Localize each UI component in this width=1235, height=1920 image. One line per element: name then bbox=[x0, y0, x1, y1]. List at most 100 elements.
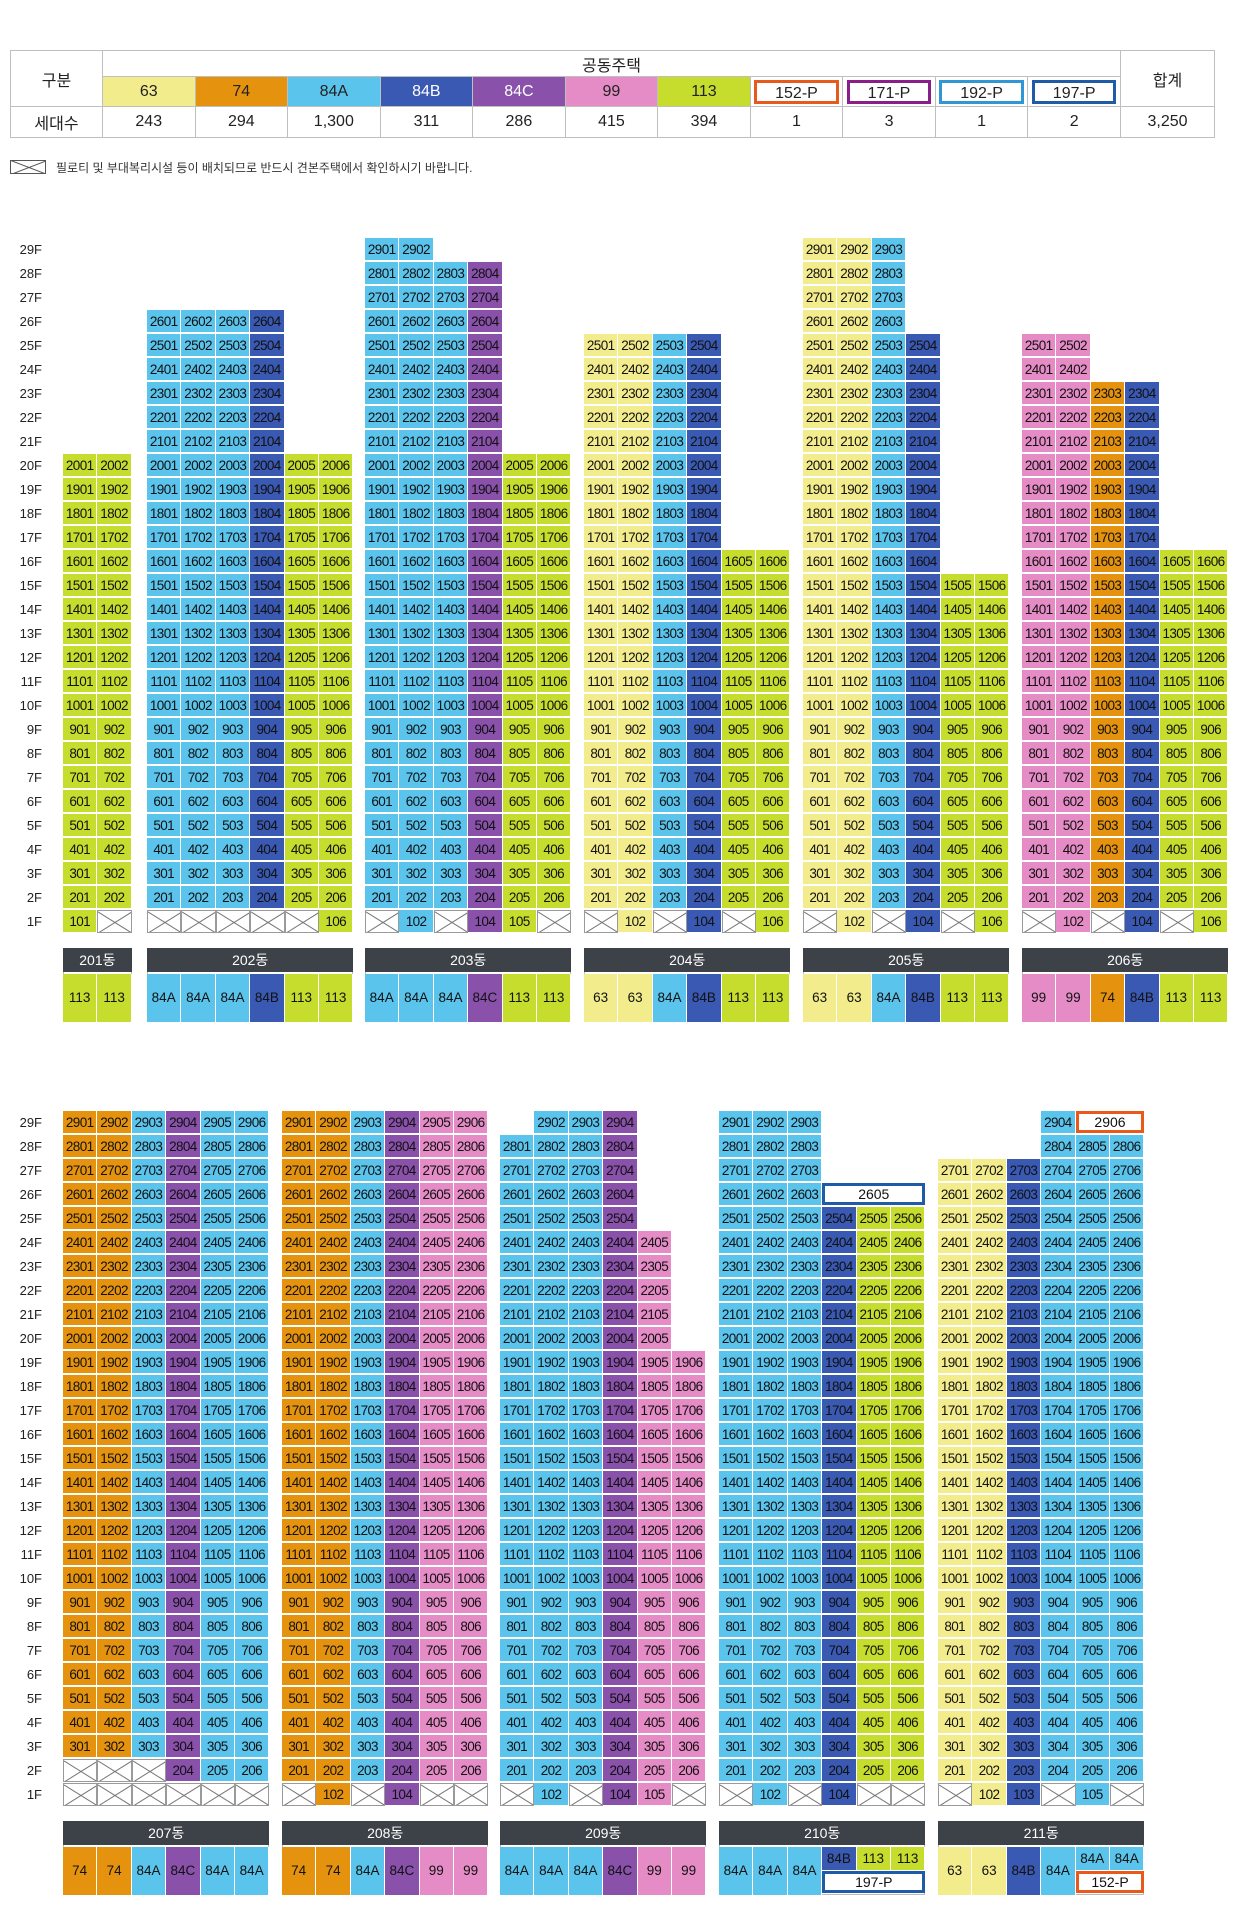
unit-cell: 2505 bbox=[419, 1207, 454, 1230]
unit-cell: 2301 bbox=[803, 382, 838, 405]
unit-cell: 2304 bbox=[250, 382, 285, 405]
unit-cell: 1304 bbox=[687, 622, 722, 645]
pilotis-note: 필로티 및 부대복리시설 등이 배치되므로 반드시 견본주택에서 확인하시기 바… bbox=[10, 158, 472, 176]
unit-cell: 2203 bbox=[871, 406, 907, 429]
unit-cell: 1901 bbox=[365, 478, 400, 501]
unit-cell: 1006 bbox=[1110, 1567, 1145, 1590]
unit-cell: 702 bbox=[399, 766, 434, 789]
unit-cell: 402 bbox=[316, 1711, 351, 1734]
unit-cell: 2003 bbox=[131, 1327, 167, 1350]
unit-cell: 301 bbox=[719, 1735, 754, 1758]
unit-cell: 1206 bbox=[235, 1519, 270, 1542]
unit-cell: 2001 bbox=[147, 454, 182, 477]
building-name: 205동 bbox=[803, 948, 1010, 972]
unit-cell: 1706 bbox=[319, 526, 354, 549]
unit-cell: 602 bbox=[1056, 790, 1091, 813]
unit-cell: 1206 bbox=[537, 646, 572, 669]
unit-cell: 806 bbox=[975, 742, 1010, 765]
pilotis-cell bbox=[97, 910, 132, 933]
unit-cell: 302 bbox=[316, 1735, 351, 1758]
unit-cell: 803 bbox=[652, 742, 688, 765]
unit-cell: 1302 bbox=[316, 1495, 351, 1518]
unit-cell: 2606 bbox=[1110, 1183, 1145, 1206]
unit-cell: 1301 bbox=[365, 622, 400, 645]
unit-cell: 905 bbox=[637, 1591, 672, 1614]
unit-cell: 1505 bbox=[502, 574, 537, 597]
unit-cell: 1002 bbox=[972, 1567, 1007, 1590]
unit-cell: 2502 bbox=[753, 1207, 788, 1230]
unit-cell: 2003 bbox=[787, 1327, 823, 1350]
unit-cell: 1901 bbox=[719, 1351, 754, 1374]
legend-count-84C: 286 bbox=[472, 106, 566, 138]
unit-cell: 102 bbox=[837, 910, 872, 933]
unit-cell: 1001 bbox=[147, 694, 182, 717]
unit-cell: 1505 bbox=[419, 1447, 454, 1470]
unit-cell: 1405 bbox=[200, 1471, 235, 1494]
unit-cell: 702 bbox=[753, 1639, 788, 1662]
unit-cell: 204 bbox=[1041, 1759, 1076, 1782]
floor-label: 2F bbox=[26, 1763, 42, 1778]
unit-cell: 1805 bbox=[856, 1375, 891, 1398]
unit-cell: 201 bbox=[500, 1759, 535, 1782]
unit-cell: 2003 bbox=[1090, 454, 1126, 477]
unit-cell: 2201 bbox=[147, 406, 182, 429]
unit-cell: 2204 bbox=[385, 1279, 420, 1302]
unit-cell: 1801 bbox=[584, 502, 619, 525]
unit-cell: 506 bbox=[756, 814, 791, 837]
unit-cell: 1604 bbox=[906, 550, 941, 573]
pilotis-cell bbox=[63, 1783, 98, 1806]
unit-cell: 2502 bbox=[972, 1207, 1007, 1230]
unit-cell: 805 bbox=[637, 1615, 672, 1638]
unit-cell: 2801 bbox=[500, 1135, 535, 1158]
building-name: 201동 bbox=[63, 948, 132, 972]
unit-cell: 2501 bbox=[938, 1207, 973, 1230]
unit-cell: 2303 bbox=[652, 382, 688, 405]
floor-label: 8F bbox=[26, 746, 42, 761]
unit-cell: 2203 bbox=[1006, 1279, 1042, 1302]
unit-cell: 706 bbox=[975, 766, 1010, 789]
unit-cell: 702 bbox=[97, 766, 132, 789]
unit-cell: 803 bbox=[1090, 742, 1126, 765]
unit-cell: 505 bbox=[721, 814, 756, 837]
unit-cell: 1705 bbox=[856, 1399, 891, 1422]
unit-cell: 1505 bbox=[1159, 574, 1194, 597]
unit-cell: 1703 bbox=[871, 526, 907, 549]
unit-cell: 2701 bbox=[282, 1159, 317, 1182]
unit-cell: 302 bbox=[837, 862, 872, 885]
unit-cell: 1804 bbox=[468, 502, 503, 525]
unit-cell: 2103 bbox=[787, 1303, 823, 1326]
unit-cell: 1505 bbox=[637, 1447, 672, 1470]
unit-cell: 1106 bbox=[1194, 670, 1229, 693]
floor-label: 15F bbox=[19, 1451, 42, 1466]
unit-cell: 1304 bbox=[166, 1495, 201, 1518]
unit-cell: 1605 bbox=[856, 1423, 891, 1446]
unit-cell: 1402 bbox=[181, 598, 216, 621]
unit-cell: 302 bbox=[97, 1735, 132, 1758]
unit-cell: 1004 bbox=[687, 694, 722, 717]
unit-cell: 1501 bbox=[584, 574, 619, 597]
unit-cell: 1005 bbox=[200, 1567, 235, 1590]
unit-cell: 1206 bbox=[454, 1519, 489, 1542]
unit-cell: 1706 bbox=[235, 1399, 270, 1422]
unit-cell: 2102 bbox=[534, 1303, 569, 1326]
unit-cell: 804 bbox=[250, 742, 285, 765]
unit-cell: 1606 bbox=[454, 1423, 489, 1446]
unit-cell: 1402 bbox=[753, 1471, 788, 1494]
unit-cell: 405 bbox=[940, 838, 975, 861]
unit-cell: 2306 bbox=[891, 1255, 926, 1278]
unit-cell: 1304 bbox=[250, 622, 285, 645]
unit-cell: 201 bbox=[282, 1759, 317, 1782]
unit-cell: 902 bbox=[181, 718, 216, 741]
legend-count-63: 243 bbox=[102, 106, 196, 138]
unit-cell: 1902 bbox=[837, 478, 872, 501]
unit-cell: 1005 bbox=[1075, 1567, 1110, 1590]
building-name: 204동 bbox=[584, 948, 791, 972]
unit-cell: 2102 bbox=[181, 430, 216, 453]
unit-cell: 2702 bbox=[972, 1159, 1007, 1182]
unit-cell: 2303 bbox=[215, 382, 251, 405]
unit-cell: 404 bbox=[250, 838, 285, 861]
unit-cell: 104 bbox=[906, 910, 941, 933]
building-name: 206동 bbox=[1022, 948, 1229, 972]
unit-cell: 1101 bbox=[500, 1543, 535, 1566]
unit-cell: 1006 bbox=[891, 1567, 926, 1590]
